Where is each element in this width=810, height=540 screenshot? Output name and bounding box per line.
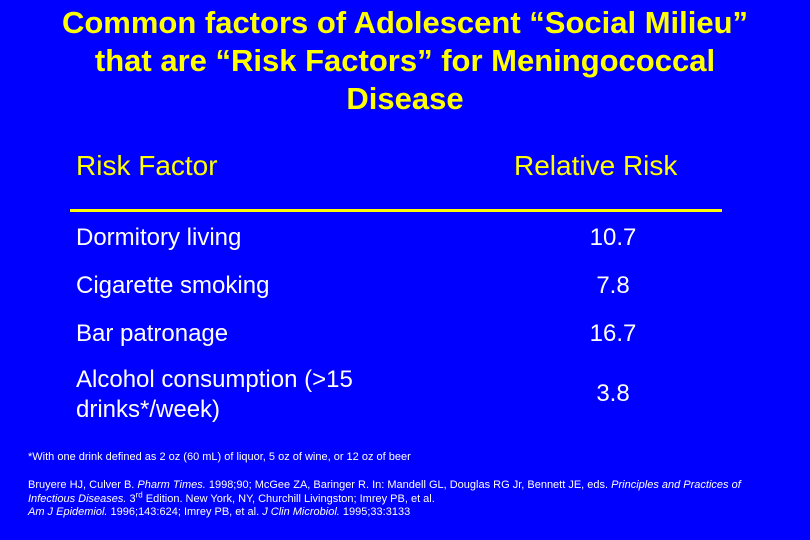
footnote: *With one drink defined as 2 oz (60 mL) …: [28, 451, 411, 463]
slide-title: Common factors of Adolescent “Social Mil…: [61, 5, 749, 116]
relative-risk-header: Relative Risk: [514, 150, 678, 181]
reference-line-1: Bruyere HJ, Culver B. Pharm Times. 1998;…: [28, 479, 741, 505]
risk-factor-header: Risk Factor: [76, 150, 218, 181]
relative-risk-cell: 10.7: [589, 224, 637, 251]
risk-factor-cell: Dormitory living: [76, 224, 242, 251]
relative-risk-cell: 7.8: [596, 272, 630, 299]
relative-risk-cell: 3.8: [596, 380, 630, 407]
risk-factor-cell-continued: drinks*/week): [76, 396, 221, 423]
relative-risk-cell: 16.7: [589, 320, 637, 347]
risk-factor-cell: Cigarette smoking: [76, 272, 270, 299]
references: Bruyere HJ, Culver B. Pharm Times. 1998;…: [28, 479, 788, 520]
header-divider: [70, 209, 722, 212]
risk-factor-cell: Bar patronage: [76, 320, 229, 347]
risk-factor-cell: Alcohol consumption (>15: [76, 366, 353, 393]
reference-line-2: Am J Epidemiol. 1996;143:624; Imrey PB, …: [28, 506, 411, 518]
